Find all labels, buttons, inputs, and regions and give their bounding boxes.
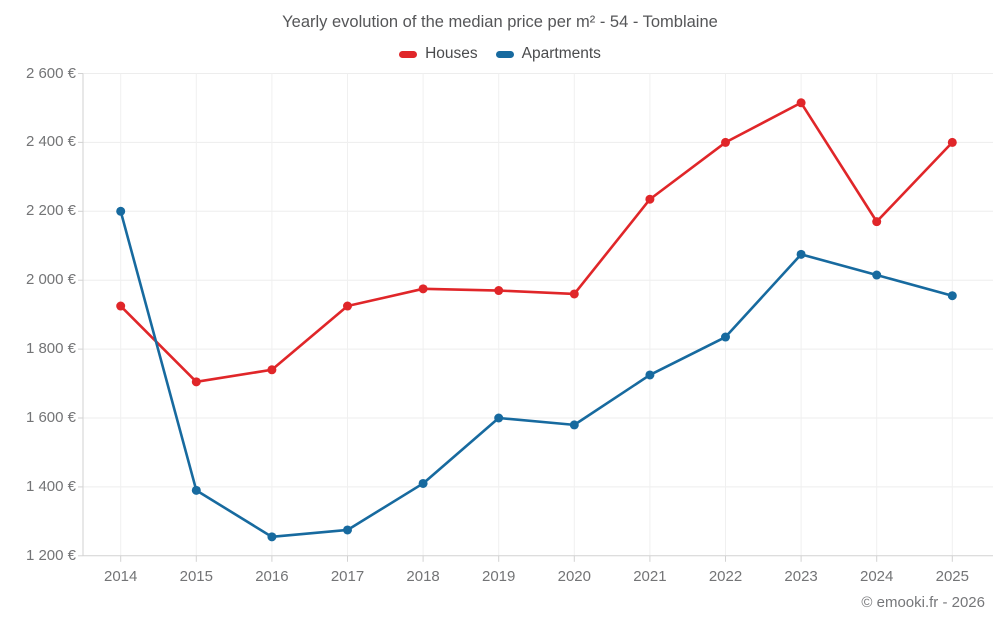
x-axis-label-2025: 2025: [935, 568, 969, 585]
houses-point-2020: [569, 289, 579, 299]
x-axis-label-2022: 2022: [708, 568, 743, 585]
apartments-point-2023: [796, 249, 806, 259]
apartments-point-2020: [569, 420, 579, 430]
houses-point-2023: [796, 98, 806, 108]
apartments-series-line: [119, 210, 954, 539]
houses-series-line: [119, 101, 954, 384]
y-axis-label: 2 400 €: [25, 133, 76, 151]
x-axis-label-2024: 2024: [860, 568, 894, 585]
apartments-point-2017: [343, 525, 352, 535]
houses-point-2021: [645, 194, 655, 204]
apartments-point-2016: [267, 532, 277, 542]
y-axis-label: 1 200 €: [25, 546, 76, 564]
houses-point-2018: [418, 284, 428, 294]
x-axis-label-2021: 2021: [633, 568, 667, 585]
y-axis-label: 1 600 €: [25, 409, 76, 426]
y-axis-label: 2 000 €: [25, 271, 76, 289]
houses-point-2025: [947, 137, 957, 147]
x-axis-label-2014: 2014: [104, 568, 138, 585]
houses-legend-swatch: [399, 50, 418, 58]
apartments-point-2018: [418, 478, 428, 488]
x-axis-label-2019: 2019: [482, 568, 516, 585]
apartments-point-2014: [116, 206, 126, 216]
houses-point-2024: [872, 217, 882, 227]
houses-point-2015: [191, 377, 201, 387]
apartments-point-2024: [872, 270, 882, 280]
apartments-point-2025: [947, 291, 957, 301]
legend-item-houses[interactable]: Houses: [399, 45, 478, 63]
x-axis-label-2018: 2018: [406, 568, 440, 585]
y-axis-label: 2 200 €: [25, 202, 76, 220]
y-axis-label: 1 800 €: [25, 340, 76, 358]
chart-legend: Houses Apartments: [0, 45, 1000, 63]
houses-point-2017: [343, 301, 352, 311]
y-axis-label: 2 600 €: [25, 64, 76, 82]
houses-legend-label: Houses: [425, 45, 478, 62]
houses-point-2016: [267, 365, 277, 375]
legend-item-apartments[interactable]: Apartments: [495, 45, 601, 63]
chart-title: Yearly evolution of the median price per…: [282, 13, 718, 31]
credits-link[interactable]: © emooki.fr - 2026: [861, 594, 985, 611]
apartments-point-2021: [645, 370, 655, 380]
apartments-legend-swatch: [495, 50, 514, 58]
apartments-point-2015: [191, 485, 201, 495]
x-axis-label-2017: 2017: [330, 568, 365, 585]
houses-point-2022: [721, 137, 730, 147]
apartments-point-2019: [494, 413, 504, 423]
x-axis-label-2015: 2015: [179, 568, 213, 585]
x-axis-label-2023: 2023: [784, 568, 818, 585]
apartments-point-2022: [721, 332, 730, 342]
x-axis-label-2020: 2020: [557, 568, 591, 585]
x-axis-label-2016: 2016: [255, 568, 289, 585]
apartments-legend-label: Apartments: [521, 45, 601, 62]
y-axis-label: 1 400 €: [25, 477, 76, 495]
houses-point-2019: [494, 286, 504, 296]
houses-point-2014: [116, 301, 126, 311]
